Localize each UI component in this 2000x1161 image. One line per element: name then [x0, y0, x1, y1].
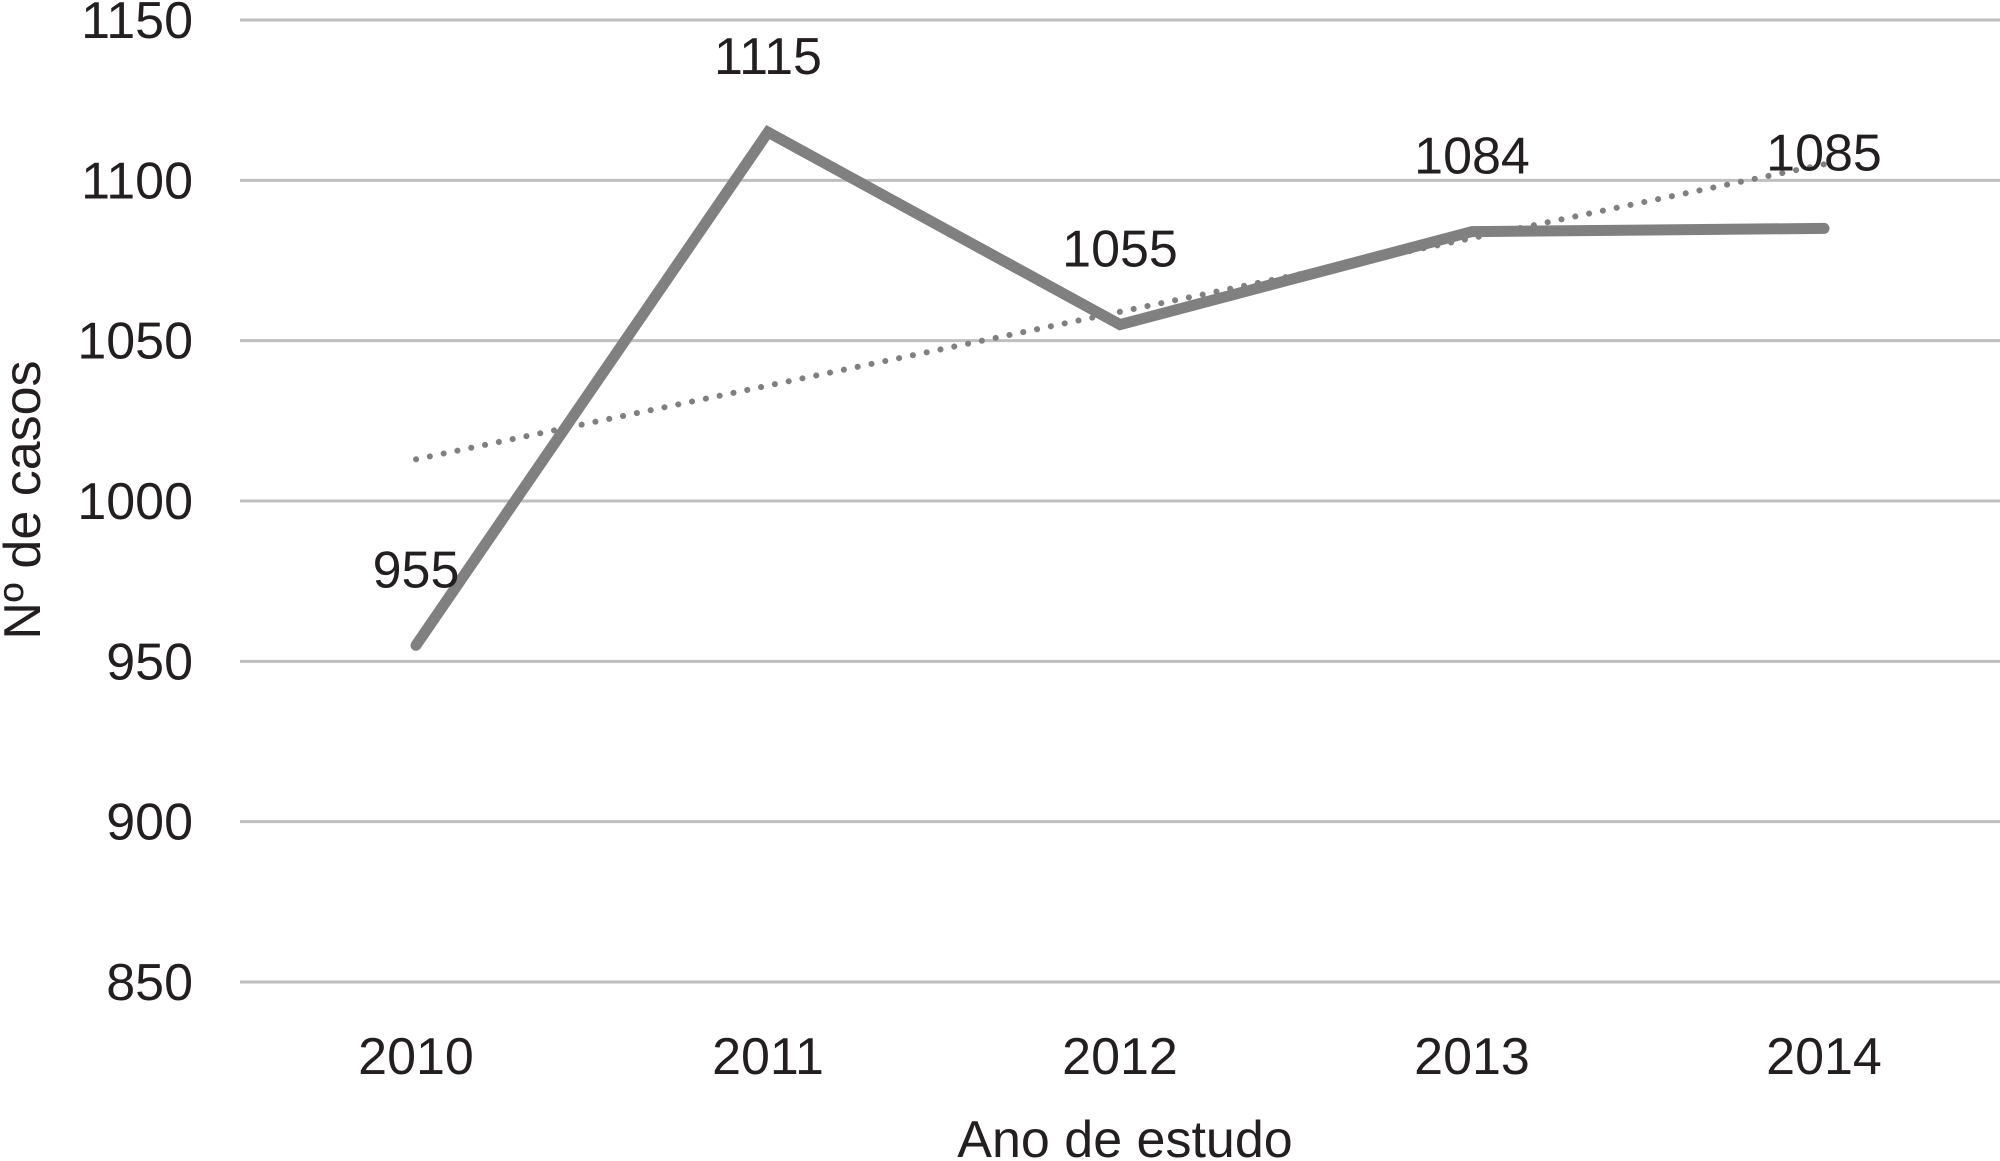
x-tick-label: 2010: [358, 1028, 474, 1086]
y-tick-label: 950: [106, 633, 193, 691]
y-tick-label: 1050: [77, 313, 193, 371]
data-label: 1055: [1062, 221, 1178, 279]
y-tick-label: 900: [106, 794, 193, 852]
data-label: 955: [373, 541, 460, 599]
y-axis-ticks: 850 900 950 1000 1050 1100 1150: [77, 0, 193, 1012]
x-axis-ticks: 2010 2011 2012 2013 2014: [358, 1028, 1882, 1086]
data-label: 1115: [714, 28, 822, 86]
series-line: [410, 124, 1830, 651]
series-layer: [410, 124, 1830, 651]
y-axis-title: Nº de casos: [0, 360, 52, 639]
y-tick-label: 1000: [77, 473, 193, 531]
x-axis-title: Ano de estudo: [957, 1111, 1292, 1161]
data-label: 1084: [1414, 128, 1530, 186]
y-tick-label: 1100: [81, 152, 193, 210]
trend-line: [413, 161, 1827, 463]
x-tick-label: 2014: [1766, 1028, 1882, 1086]
x-tick-label: 2011: [712, 1028, 824, 1086]
y-tick-label: 1150: [81, 0, 193, 50]
x-tick-label: 2012: [1062, 1028, 1178, 1086]
gridlines: [240, 18, 2000, 984]
data-label: 1085: [1766, 124, 1882, 182]
y-tick-label: 850: [106, 954, 193, 1012]
x-tick-label: 2013: [1414, 1028, 1530, 1086]
data-labels: 955 1115 1055 1084 1085: [373, 28, 1882, 599]
